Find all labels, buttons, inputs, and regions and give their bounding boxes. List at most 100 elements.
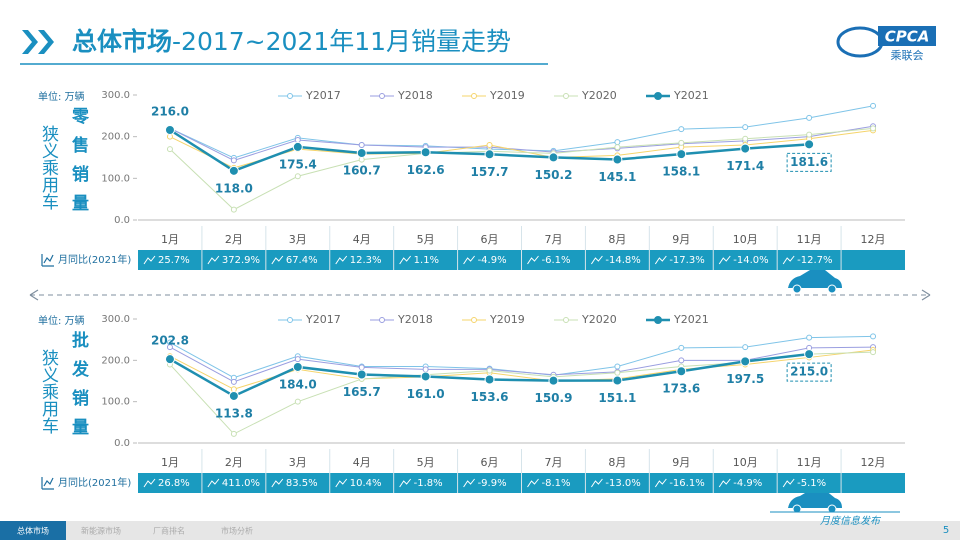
x-tick-label: 6月: [481, 233, 499, 246]
point: [614, 369, 621, 376]
series-line: [169, 129, 874, 169]
x-tick-label: 7月: [544, 233, 562, 246]
series-line: [169, 346, 874, 383]
separator-arrows: [29, 289, 931, 301]
trend-icon: [271, 255, 284, 265]
point: [230, 206, 237, 213]
point: [294, 173, 301, 180]
data-label: 181.6: [790, 155, 828, 169]
trend-icon: [207, 478, 220, 488]
legend-label: Y2019: [489, 313, 525, 326]
point: [486, 142, 493, 148]
yoy-value: 67.4%: [286, 255, 318, 266]
point: [230, 378, 237, 385]
y-tick-label: 0.0: [114, 215, 130, 226]
unit-label: 单位: 万辆: [38, 90, 85, 103]
point: [806, 131, 813, 138]
legend-label: Y2017: [305, 89, 341, 102]
point: [678, 139, 685, 146]
footer-tab[interactable]: 市场分析: [221, 526, 253, 536]
series-line: [169, 127, 874, 211]
logo-cn: 乘联会: [891, 49, 924, 62]
point: [422, 366, 429, 373]
x-tick-label: 10月: [733, 456, 758, 469]
legend-label: Y2021: [673, 89, 709, 102]
point: [166, 146, 173, 153]
yoy-value: -14.8%: [605, 255, 640, 266]
trend-icon: [527, 255, 539, 265]
point: [230, 430, 237, 437]
chart-title: 零售销量: [68, 107, 90, 223]
chevron-icon: [22, 30, 54, 54]
y-tick-label: 200.0: [101, 132, 130, 143]
data-label: 161.0: [407, 387, 445, 401]
data-label: 165.7: [343, 385, 381, 399]
x-tick-label: 4月: [353, 456, 371, 469]
point: [870, 333, 877, 340]
trend-icon: [399, 255, 412, 265]
trend-icon: [143, 255, 156, 265]
slide-title: 总体市场-2017~2021年11月销量走势: [72, 27, 511, 56]
data-label: 145.1: [598, 170, 636, 184]
trend-icon: [718, 478, 731, 488]
yoy-value: -8.1%: [542, 478, 571, 489]
x-tick-label: 11月: [797, 456, 822, 469]
point: [294, 137, 301, 143]
footer-tab[interactable]: 厂商排名: [153, 526, 185, 536]
yoy-value: 25.7%: [158, 255, 190, 266]
point: [358, 142, 365, 148]
yoy-value: -17.3%: [669, 255, 704, 266]
yoy-value: 83.5%: [286, 478, 318, 489]
car-icon: [788, 270, 842, 294]
footer-bar: [0, 521, 960, 540]
yoy-value: 1.1%: [414, 255, 439, 266]
point: [804, 139, 815, 150]
trend-icon: [591, 255, 603, 265]
data-label: 202.8: [151, 334, 189, 348]
point: [228, 165, 239, 176]
segment-label: 狭义乘用车: [38, 349, 59, 434]
point: [420, 147, 431, 158]
trend-icon: [271, 478, 284, 488]
trend-icon: [718, 255, 731, 265]
point: [742, 135, 749, 142]
data-label: 158.1: [662, 165, 700, 179]
yoy-value: -13.0%: [605, 478, 640, 489]
label-box: [786, 362, 832, 382]
data-label: 175.4: [279, 157, 317, 171]
x-tick-label: 10月: [733, 233, 758, 246]
title-main: 总体市场: [72, 27, 172, 56]
label-box: [786, 152, 832, 172]
legend-label: Y2018: [397, 89, 433, 102]
point: [292, 141, 303, 152]
y-tick-label: 0.0: [114, 438, 130, 449]
point: [548, 375, 559, 386]
yoy-row-label: 月同比(2021年): [58, 253, 131, 266]
data-label: 150.2: [534, 168, 572, 182]
trend-icon: [654, 255, 667, 265]
chart-title: 批发销量: [68, 330, 90, 447]
yoy-value: 12.3%: [350, 255, 382, 266]
yoy-value: 411.0%: [222, 478, 260, 489]
point: [676, 366, 687, 377]
x-tick-label: 8月: [608, 233, 626, 246]
y-tick-label: 100.0: [101, 173, 130, 184]
footer-tab[interactable]: 总体市场: [17, 526, 49, 536]
title-rest: -2017~2021年11月销量走势: [172, 27, 511, 56]
legend-marker: [471, 317, 477, 323]
legend-marker: [654, 316, 662, 324]
footer-tab[interactable]: 新能源市场: [81, 526, 121, 536]
trend-icon: [591, 478, 603, 488]
point: [292, 361, 303, 372]
y-tick-label: 100.0: [101, 397, 130, 408]
point: [614, 139, 621, 146]
data-label: 153.6: [471, 390, 509, 404]
y-tick-label: 300.0: [101, 90, 130, 101]
point: [742, 124, 749, 131]
data-label: 157.7: [471, 165, 509, 179]
yoy-value: -4.9%: [478, 255, 507, 266]
yoy-value: -9.9%: [478, 478, 507, 489]
legend-marker: [563, 317, 569, 323]
data-label: 184.0: [279, 377, 317, 391]
point: [678, 357, 685, 364]
